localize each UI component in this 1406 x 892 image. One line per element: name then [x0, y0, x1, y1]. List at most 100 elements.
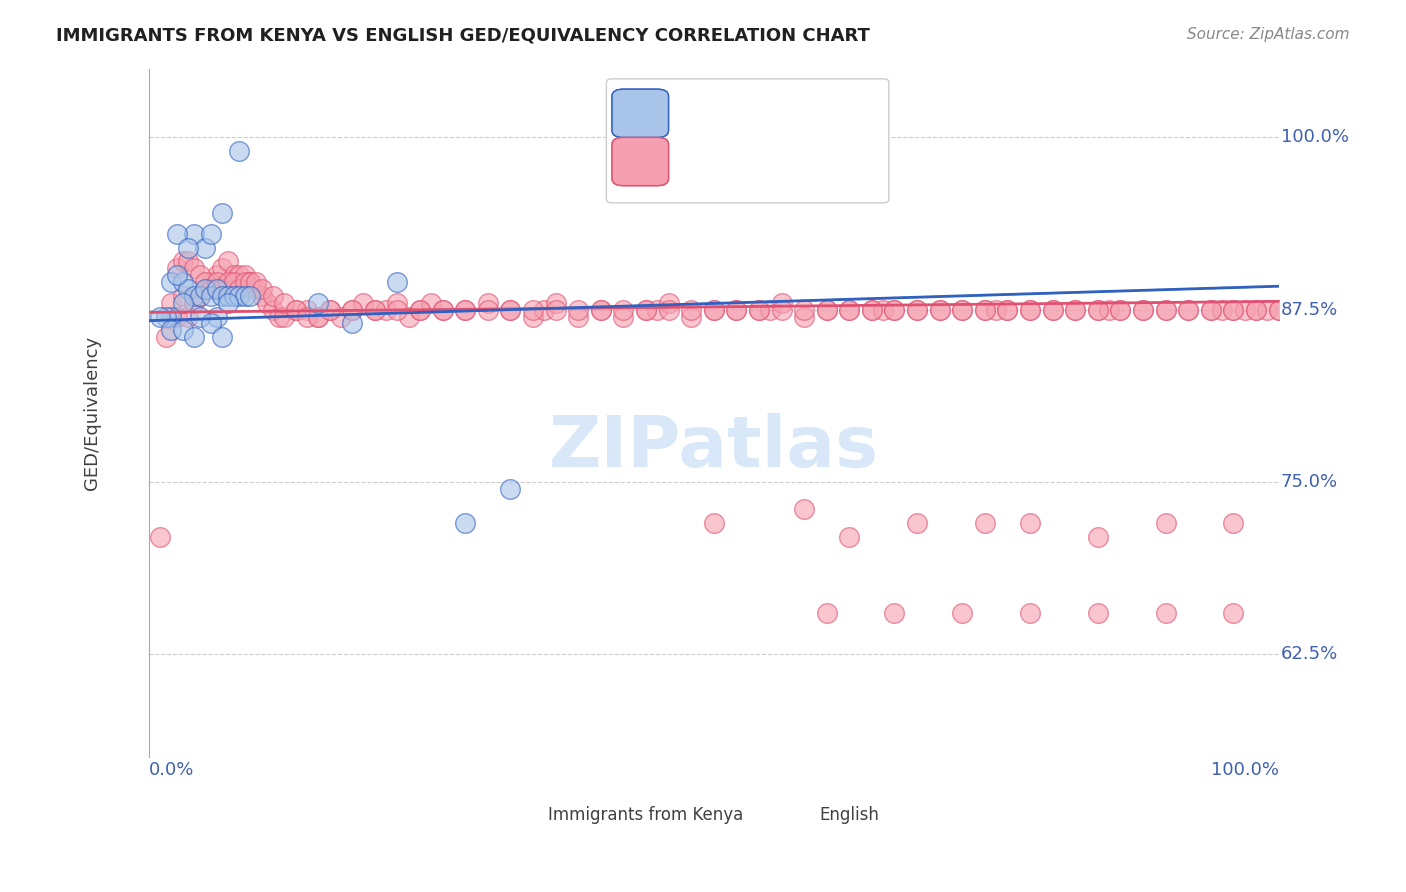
Point [1019, 516, 1042, 531]
Point [567, 302, 589, 317]
Point [645, 302, 668, 317]
Point [634, 302, 657, 317]
Point [256, 295, 278, 310]
Point [307, 295, 329, 310]
Point [387, 302, 409, 317]
Point [387, 275, 409, 289]
Point [183, 295, 205, 310]
Point [793, 302, 815, 317]
Point [950, 302, 973, 317]
Point [928, 302, 950, 317]
Point [149, 530, 172, 544]
Point [860, 302, 883, 317]
Point [1222, 606, 1244, 620]
Point [1177, 302, 1199, 317]
Point [211, 261, 233, 276]
Point [188, 289, 211, 303]
FancyBboxPatch shape [606, 78, 889, 202]
Point [815, 606, 838, 620]
Point [1199, 302, 1222, 317]
Point [477, 302, 499, 317]
Point [211, 282, 233, 296]
Point [177, 254, 200, 268]
Point [725, 302, 748, 317]
Point [364, 302, 387, 317]
Point [194, 275, 217, 289]
Point [612, 302, 634, 317]
Point [703, 516, 725, 531]
Point [681, 302, 703, 317]
Point [748, 302, 770, 317]
FancyBboxPatch shape [527, 789, 567, 822]
Point [228, 268, 250, 283]
Point [222, 289, 245, 303]
Point [172, 289, 194, 303]
Point [725, 302, 748, 317]
Point [318, 302, 340, 317]
Text: English: English [820, 805, 879, 823]
Point [499, 482, 522, 496]
Point [211, 330, 233, 344]
Point [205, 282, 228, 296]
Text: 100.0%: 100.0% [1281, 128, 1348, 146]
Point [544, 302, 567, 317]
Point [1154, 516, 1177, 531]
Text: R = 0.117   N =  39: R = 0.117 N = 39 [668, 101, 845, 119]
Point [217, 275, 239, 289]
Point [1233, 302, 1256, 317]
FancyBboxPatch shape [612, 137, 668, 186]
Text: R = 0.082   N = 174: R = 0.082 N = 174 [668, 149, 851, 167]
Point [239, 289, 262, 303]
Point [318, 302, 340, 317]
Point [183, 261, 205, 276]
Point [567, 310, 589, 324]
Point [284, 302, 307, 317]
Point [273, 310, 295, 324]
Text: 87.5%: 87.5% [1281, 301, 1339, 318]
Point [364, 302, 387, 317]
Point [905, 516, 928, 531]
Text: 62.5%: 62.5% [1281, 645, 1339, 663]
Point [1109, 302, 1132, 317]
Point [883, 302, 905, 317]
Point [815, 302, 838, 317]
Point [657, 295, 679, 310]
Point [222, 275, 245, 289]
Point [183, 227, 205, 241]
Point [205, 310, 228, 324]
Point [589, 302, 612, 317]
Point [1222, 302, 1244, 317]
Point [188, 289, 211, 303]
Point [340, 302, 363, 317]
Point [398, 310, 420, 324]
Point [1244, 302, 1267, 317]
Point [295, 302, 318, 317]
Point [1087, 302, 1109, 317]
Point [166, 268, 188, 283]
Point [950, 302, 973, 317]
Point [1042, 302, 1064, 317]
Point [155, 330, 177, 344]
Point [432, 302, 454, 317]
Point [250, 289, 273, 303]
Point [1244, 302, 1267, 317]
Point [233, 275, 256, 289]
Point [883, 606, 905, 620]
Point [589, 302, 612, 317]
Point [172, 275, 194, 289]
Point [172, 295, 194, 310]
Point [200, 227, 222, 241]
Point [194, 282, 217, 296]
Point [634, 302, 657, 317]
Point [160, 275, 183, 289]
Point [340, 317, 363, 331]
Point [770, 295, 793, 310]
Point [454, 302, 477, 317]
Text: 0.0%: 0.0% [149, 761, 194, 779]
Point [217, 295, 239, 310]
Point [1019, 606, 1042, 620]
Point [1132, 302, 1154, 317]
Point [273, 295, 295, 310]
Point [1199, 302, 1222, 317]
FancyBboxPatch shape [765, 789, 804, 822]
